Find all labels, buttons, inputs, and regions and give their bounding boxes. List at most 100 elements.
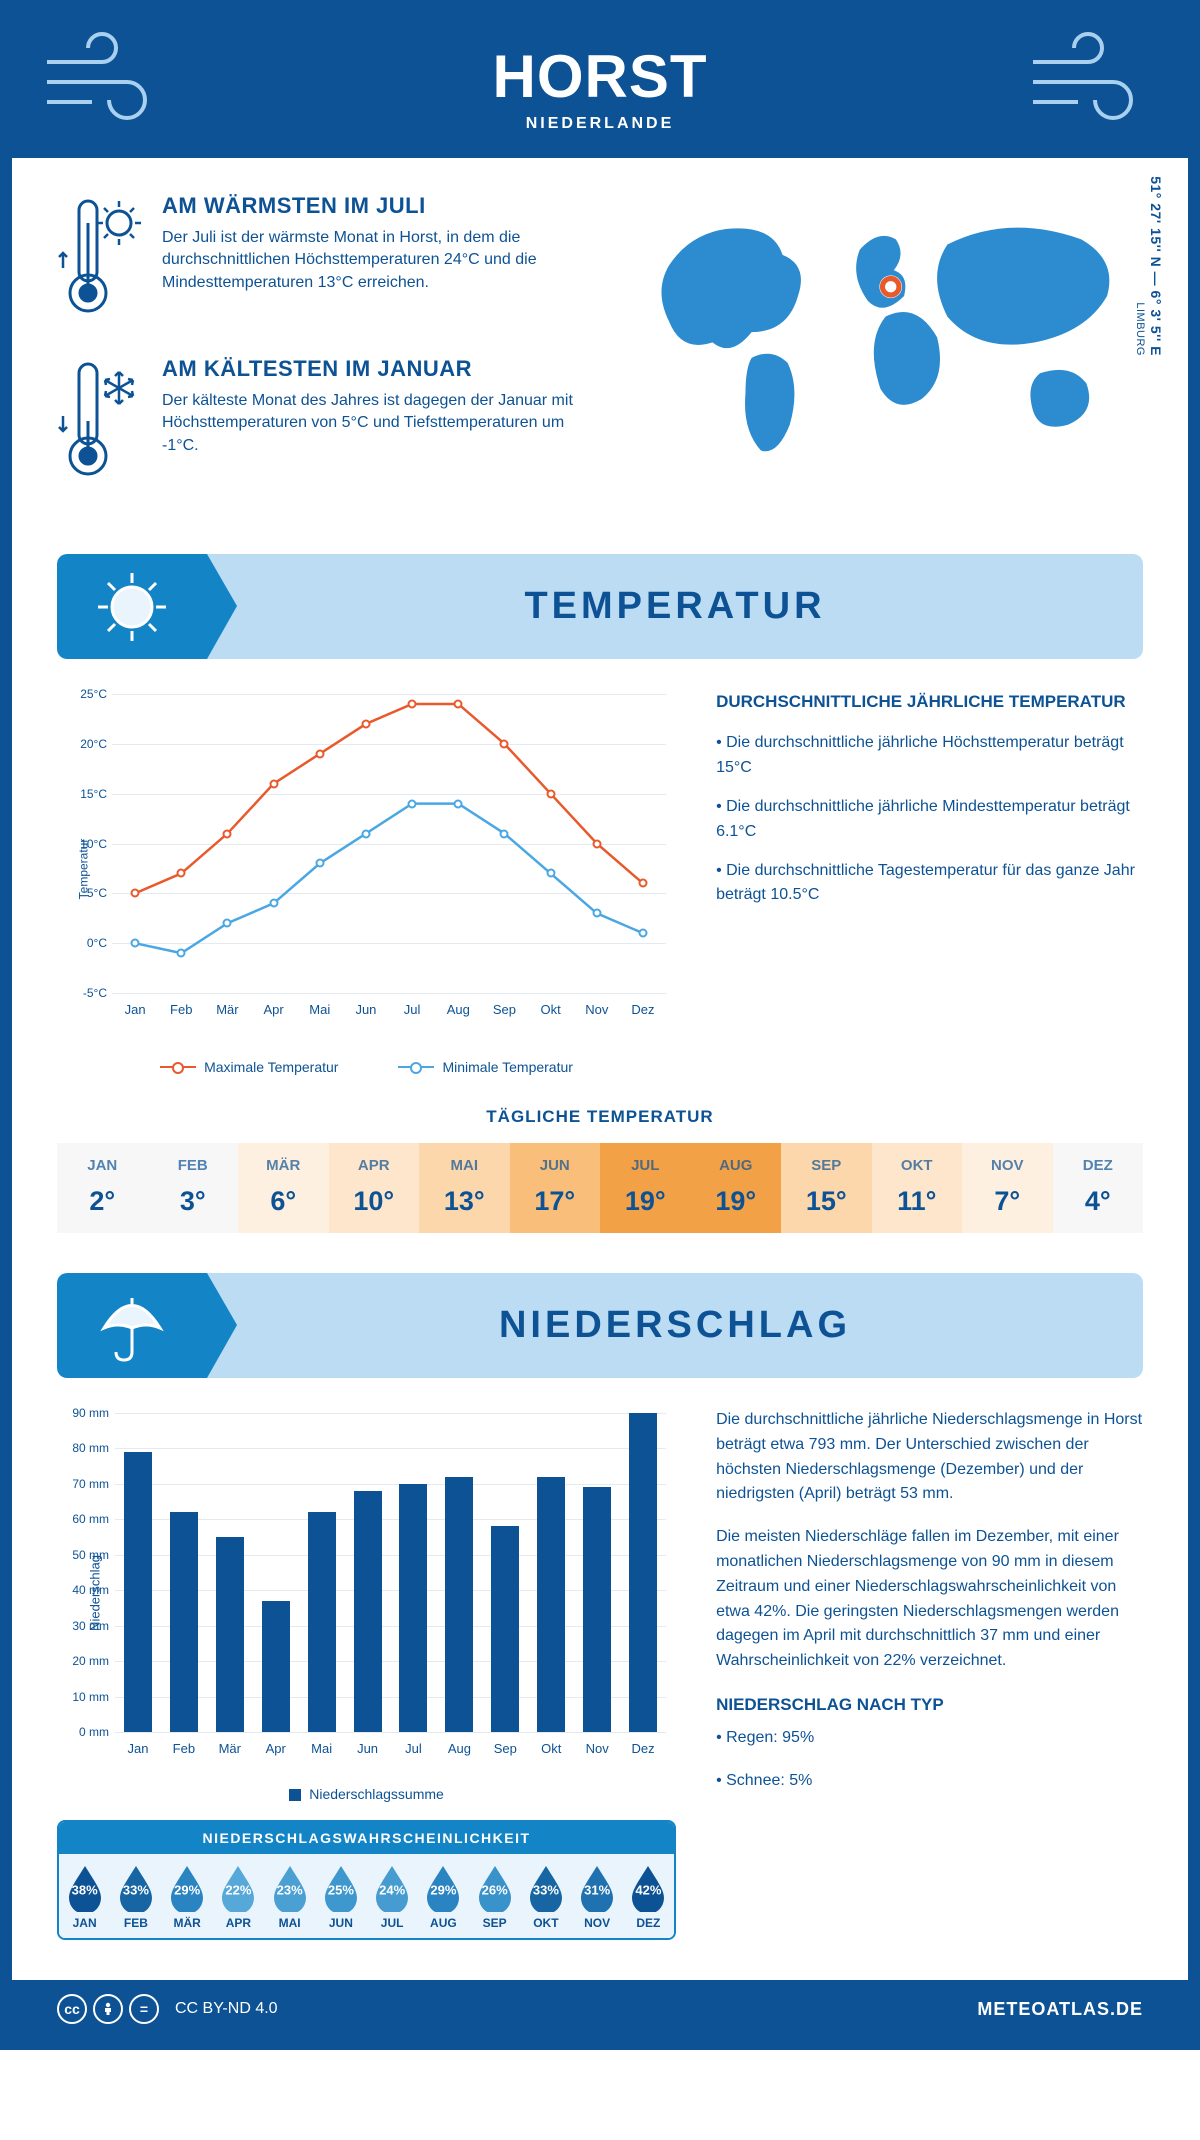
section-bar-temperature: TEMPERATUR xyxy=(57,554,1143,659)
bar xyxy=(445,1477,473,1732)
section-heading: NIEDERSCHLAG xyxy=(207,1304,1143,1347)
raindrop-icon: 25% xyxy=(321,1864,361,1912)
temperature-description: DURCHSCHNITTLICHE JÄHRLICHE TEMPERATUR •… xyxy=(716,689,1143,1075)
description-bullet: • Schnee: 5% xyxy=(716,1769,1143,1794)
legend-label: Niederschlagssumme xyxy=(309,1786,444,1802)
by-icon xyxy=(93,1994,123,2024)
precipitation-probability-band: NIEDERSCHLAGSWAHRSCHEINLICHKEIT 38% JAN … xyxy=(57,1820,676,1940)
precipitation-description: Die durchschnittliche jährliche Niedersc… xyxy=(716,1408,1143,1940)
probability-cell: 42% DEZ xyxy=(623,1854,674,1938)
daily-temp-cell: JUN17° xyxy=(510,1143,601,1233)
legend-label: Maximale Temperatur xyxy=(204,1059,338,1075)
daily-temp-cell: SEP15° xyxy=(781,1143,872,1233)
fact-coldest: AM KÄLTESTEN IM JANUAR Der kälteste Mona… xyxy=(57,356,598,491)
bar xyxy=(399,1484,427,1732)
daily-temp-cell: MÄR6° xyxy=(238,1143,329,1233)
description-paragraph: Die meisten Niederschläge fallen im Deze… xyxy=(716,1525,1143,1674)
raindrop-icon: 33% xyxy=(526,1864,566,1912)
bar-chart-legend: Niederschlagssumme xyxy=(57,1786,676,1802)
description-heading: NIEDERSCHLAG NACH TYP xyxy=(716,1692,1143,1718)
bar xyxy=(216,1537,244,1732)
nd-icon: = xyxy=(129,1994,159,2024)
probability-cell: 22% APR xyxy=(213,1854,264,1938)
temperature-section: Temperatur -5°C0°C5°C10°C15°C20°C25°CJan… xyxy=(12,659,1188,1263)
description-heading: DURCHSCHNITTLICHE JÄHRLICHE TEMPERATUR xyxy=(716,689,1143,715)
probability-cell: 33% FEB xyxy=(110,1854,161,1938)
description-bullet: • Die durchschnittliche jährliche Höchst… xyxy=(716,731,1143,781)
probability-heading: NIEDERSCHLAGSWAHRSCHEINLICHKEIT xyxy=(59,1822,674,1854)
daily-temp-table: JAN2°FEB3°MÄR6°APR10°MAI13°JUN17°JUL19°A… xyxy=(57,1143,1143,1233)
raindrop-icon: 38% xyxy=(65,1864,105,1912)
daily-temp-cell: APR10° xyxy=(329,1143,420,1233)
daily-temp-cell: AUG19° xyxy=(691,1143,782,1233)
wind-icon xyxy=(1028,32,1158,127)
section-heading: TEMPERATUR xyxy=(207,585,1143,628)
probability-cell: 29% AUG xyxy=(418,1854,469,1938)
probability-cell: 33% OKT xyxy=(520,1854,571,1938)
raindrop-icon: 26% xyxy=(475,1864,515,1912)
raindrop-icon: 31% xyxy=(577,1864,617,1912)
section-bar-precipitation: NIEDERSCHLAG xyxy=(57,1273,1143,1378)
probability-cell: 24% JUL xyxy=(367,1854,418,1938)
temperature-line-chart: Temperatur -5°C0°C5°C10°C15°C20°C25°CJan… xyxy=(57,689,676,1049)
page-title: HORST xyxy=(493,42,708,111)
bar xyxy=(308,1512,336,1732)
probability-cell: 38% JAN xyxy=(59,1854,110,1938)
daily-temp-cell: OKT11° xyxy=(872,1143,963,1233)
precipitation-bar-chart: Niederschlag 0 mm10 mm20 mm30 mm40 mm50 … xyxy=(57,1408,676,1778)
page-subtitle: NIEDERLANDE xyxy=(493,115,708,133)
raindrop-icon: 29% xyxy=(167,1864,207,1912)
description-paragraph: Die durchschnittliche jährliche Niedersc… xyxy=(716,1408,1143,1507)
brand-label: METEOATLAS.DE xyxy=(977,1999,1143,2020)
raindrop-icon: 22% xyxy=(218,1864,258,1912)
fact-text: Der kälteste Monat des Jahres ist dagege… xyxy=(162,390,598,457)
world-map xyxy=(628,193,1143,461)
license-text: CC BY-ND 4.0 xyxy=(175,2000,278,2018)
daily-temp-cell: NOV7° xyxy=(962,1143,1053,1233)
intro-section: AM WÄRMSTEN IM JULI Der Juli ist der wär… xyxy=(12,158,1188,544)
coordinates-label: 51° 27' 15'' N — 6° 3' 5'' E LIMBURG xyxy=(1134,176,1164,356)
footer: cc = CC BY-ND 4.0 METEOATLAS.DE xyxy=(12,1980,1188,2038)
bar xyxy=(629,1413,657,1732)
umbrella-icon xyxy=(57,1273,207,1378)
precipitation-section: Niederschlag 0 mm10 mm20 mm30 mm40 mm50 … xyxy=(12,1378,1188,1980)
probability-cell: 26% SEP xyxy=(469,1854,520,1938)
daily-temp-cell: DEZ4° xyxy=(1053,1143,1144,1233)
fact-warmest: AM WÄRMSTEN IM JULI Der Juli ist der wär… xyxy=(57,193,598,328)
bar xyxy=(354,1491,382,1732)
bar xyxy=(583,1487,611,1732)
description-bullet: • Die durchschnittliche Tagestemperatur … xyxy=(716,859,1143,909)
description-bullet: • Regen: 95% xyxy=(716,1726,1143,1751)
daily-temp-heading: TÄGLICHE TEMPERATUR xyxy=(57,1107,1143,1127)
daily-temp-cell: FEB3° xyxy=(148,1143,239,1233)
line-chart-legend: Maximale Temperatur Minimale Temperatur xyxy=(57,1059,676,1075)
daily-temp-cell: MAI13° xyxy=(419,1143,510,1233)
bar xyxy=(262,1601,290,1732)
fact-text: Der Juli ist der wärmste Monat in Horst,… xyxy=(162,227,598,294)
raindrop-icon: 24% xyxy=(372,1864,412,1912)
bar xyxy=(537,1477,565,1732)
license-block: cc = CC BY-ND 4.0 xyxy=(57,1994,278,2024)
legend-label: Minimale Temperatur xyxy=(442,1059,572,1075)
raindrop-icon: 23% xyxy=(270,1864,310,1912)
thermometer-sun-icon xyxy=(57,193,142,328)
wind-icon xyxy=(42,32,172,127)
fact-title: AM KÄLTESTEN IM JANUAR xyxy=(162,356,598,382)
bar xyxy=(124,1452,152,1732)
cc-icon: cc xyxy=(57,1994,87,2024)
probability-cell: 23% MAI xyxy=(264,1854,315,1938)
bar xyxy=(170,1512,198,1732)
bar xyxy=(491,1526,519,1732)
probability-cell: 31% NOV xyxy=(572,1854,623,1938)
probability-cell: 29% MÄR xyxy=(162,1854,213,1938)
daily-temp-cell: JAN2° xyxy=(57,1143,148,1233)
sun-icon xyxy=(57,554,207,659)
fact-title: AM WÄRMSTEN IM JULI xyxy=(162,193,598,219)
raindrop-icon: 33% xyxy=(116,1864,156,1912)
thermometer-snow-icon xyxy=(57,356,142,491)
map-marker-icon xyxy=(879,275,902,298)
description-bullet: • Die durchschnittliche jährliche Mindes… xyxy=(716,795,1143,845)
raindrop-icon: 29% xyxy=(423,1864,463,1912)
daily-temp-cell: JUL19° xyxy=(600,1143,691,1233)
probability-cell: 25% JUN xyxy=(315,1854,366,1938)
